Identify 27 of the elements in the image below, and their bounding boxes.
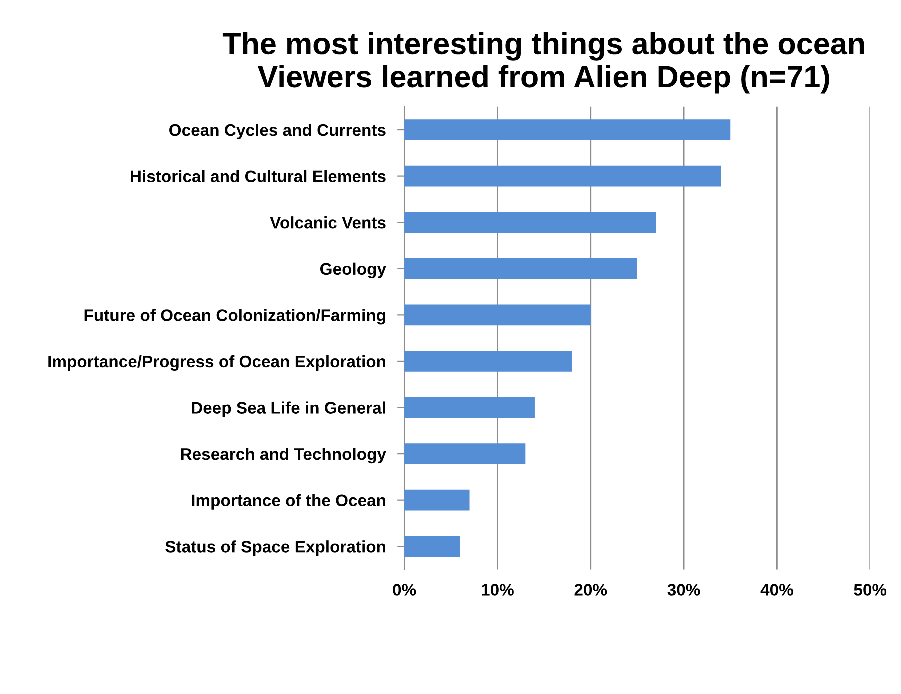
bar: [404, 258, 638, 280]
x-tick-label: 20%: [574, 584, 608, 596]
y-tick-label: Importance of the Ocean: [192, 494, 386, 510]
y-tick-label: Research and Technology: [181, 448, 386, 464]
bar: [404, 304, 591, 326]
y-tick-label: Status of Space Exploration: [166, 540, 386, 556]
y-tick-label: Volcanic Vents: [270, 216, 386, 229]
bar: [404, 120, 731, 140]
chart-title: The most interesting things about the ocean Viewers learned from Alien Deep (n=71): [222, 32, 864, 94]
y-tick-label: Future of Ocean Colonization/Farming: [84, 309, 386, 325]
x-tick-label: 10%: [482, 584, 514, 596]
bar: [404, 536, 460, 558]
y-tick-label: Ocean Cycles and Currents: [170, 124, 386, 140]
bar: [404, 212, 656, 234]
x-tick-label: 0%: [393, 584, 416, 596]
bar: [404, 490, 470, 511]
bar: [404, 166, 722, 187]
x-tick-label: 30%: [668, 584, 700, 596]
y-tick-label: Importance/Progress of Ocean Exploration: [48, 355, 386, 372]
y-tick-label: Historical and Cultural Elements: [131, 170, 386, 183]
y-tick-label: Deep Sea Life in General: [192, 402, 386, 418]
bar: [404, 444, 526, 464]
x-tick-label: 40%: [760, 584, 794, 596]
x-tick-label: 50%: [854, 584, 887, 596]
bar: [404, 397, 535, 418]
bar: [404, 351, 572, 372]
y-tick-label: Geology: [320, 262, 386, 278]
